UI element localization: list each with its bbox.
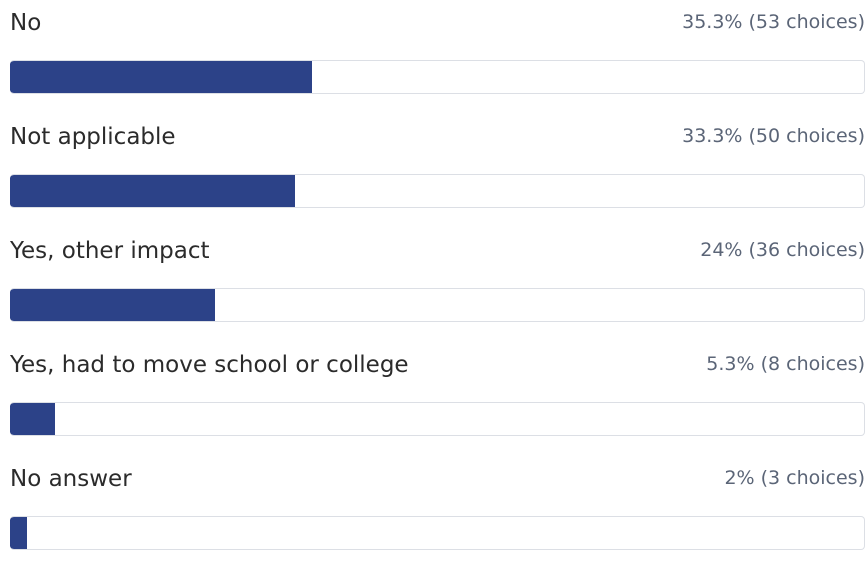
bar-fill [10, 61, 312, 93]
option-stat: 35.3% (53 choices) [682, 11, 865, 33]
option-stat: 2% (3 choices) [724, 467, 865, 489]
bar-track [10, 60, 865, 94]
response-bar-chart: No 35.3% (53 choices) Not applicable 33.3% … [0, 0, 867, 550]
bar-fill [10, 175, 295, 207]
option-row: Yes, had to move school or college 5.3% (… [0, 342, 867, 456]
bar-track [10, 402, 865, 436]
option-label: Not applicable [10, 124, 176, 150]
option-label: No [10, 10, 42, 36]
bar-fill [10, 289, 216, 321]
bar-fill [10, 403, 56, 435]
option-stat: 24% (36 choices) [700, 239, 865, 261]
option-row: Not applicable 33.3% (50 choices) [0, 114, 867, 228]
bar-track [10, 174, 865, 208]
option-label: No answer [10, 466, 132, 492]
bar-track [10, 516, 865, 550]
option-stat: 33.3% (50 choices) [682, 125, 865, 147]
bar-fill [10, 517, 28, 549]
bar-track [10, 288, 865, 322]
option-row: No answer 2% (3 choices) [0, 456, 867, 570]
option-label: Yes, had to move school or college [10, 352, 409, 378]
option-stat: 5.3% (8 choices) [706, 353, 865, 375]
option-label: Yes, other impact [10, 238, 210, 264]
option-row: No 35.3% (53 choices) [0, 0, 867, 114]
option-row: Yes, other impact 24% (36 choices) [0, 228, 867, 342]
